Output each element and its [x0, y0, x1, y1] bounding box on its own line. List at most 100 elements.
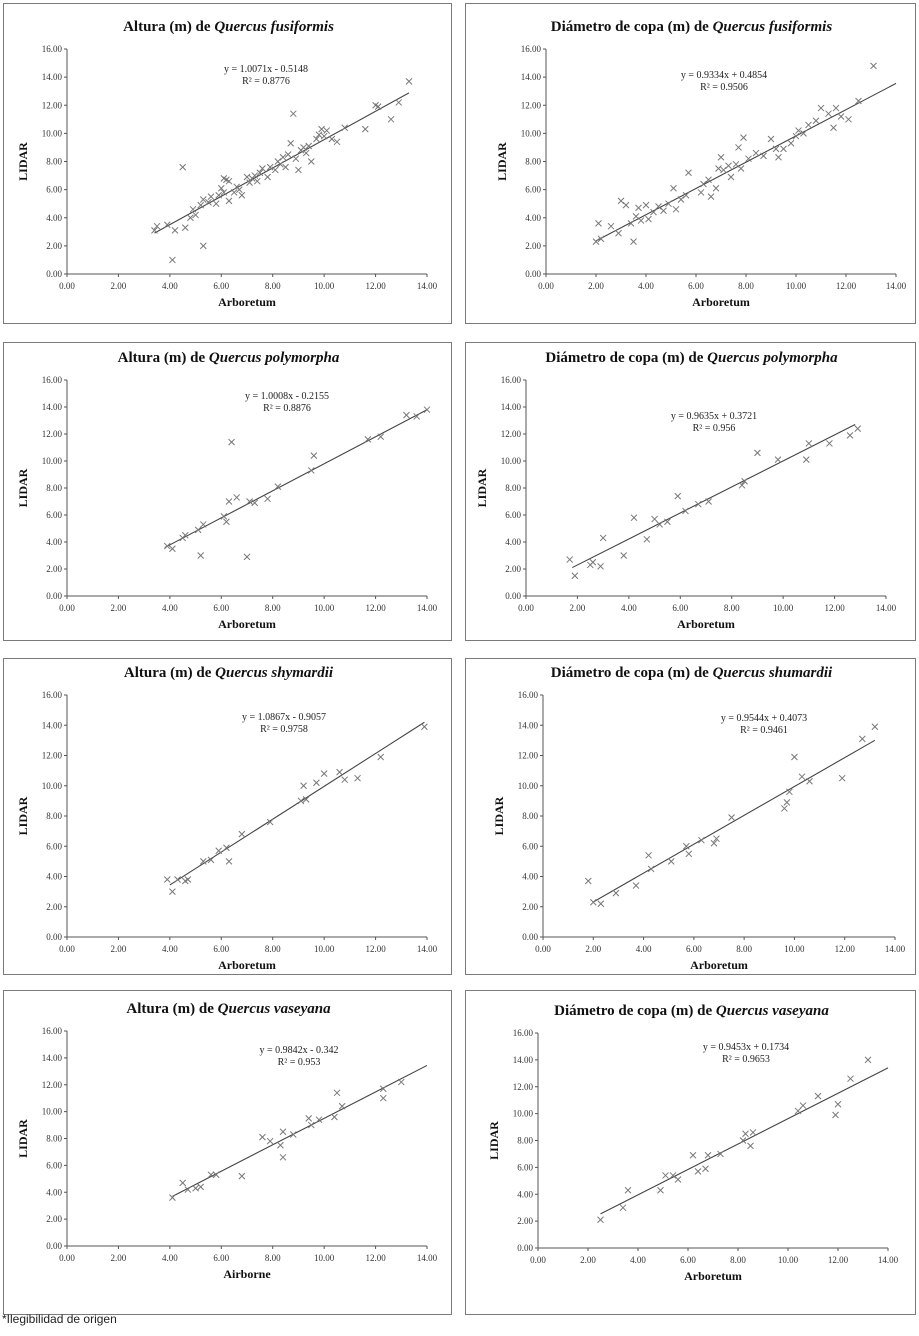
- data-point: [151, 227, 158, 234]
- data-point: [864, 1056, 872, 1064]
- x-tick-label: 6.00: [686, 944, 702, 954]
- trend-line: [593, 739, 876, 903]
- data-point: [620, 552, 628, 559]
- data-point: [783, 799, 791, 806]
- data-point: [630, 238, 637, 246]
- regression-equation: y = 1.0071x - 0.5148: [224, 64, 308, 75]
- x-tick-label: 14.00: [417, 603, 438, 613]
- data-point: [341, 124, 349, 132]
- x-axis-label: Arboretum: [218, 617, 276, 631]
- y-tick-label: 16.00: [501, 375, 522, 385]
- data-point: [333, 1089, 341, 1097]
- regression-equation: y = 1.0008x - 0.2155: [245, 391, 329, 402]
- data-point: [697, 189, 705, 196]
- chart-title-prefix: Diámetro de copa (m) de: [554, 1003, 716, 1019]
- scatter-chart-svg: Altura (m) de Quercus fusiformis 0.00 2.00…: [16, 19, 438, 309]
- y-tick-label: 4.00: [46, 213, 62, 223]
- chart-title: Altura (m) de Quercus polymorpha: [118, 350, 340, 366]
- data-point: [179, 163, 187, 171]
- y-tick-label: 10.00: [42, 456, 63, 466]
- data-point: [279, 1153, 287, 1161]
- data-point: [682, 507, 689, 515]
- data-point: [174, 876, 181, 883]
- y-tick-label: 12.00: [513, 1082, 534, 1092]
- x-tick-label: 10.00: [314, 281, 335, 291]
- x-tick-label: 2.00: [585, 944, 601, 954]
- data-point: [413, 413, 421, 420]
- data-point: [266, 1137, 274, 1145]
- data-point: [599, 534, 607, 542]
- y-tick-label: 8.00: [525, 157, 541, 167]
- y-tick-label: 8.00: [505, 483, 521, 493]
- chart-panel-altura-polymorpha: Altura (m) de Quercus polymorpha 0.00 2.00…: [3, 342, 452, 641]
- y-tick-label: 12.00: [42, 100, 63, 110]
- data-point: [215, 847, 223, 855]
- data-point: [737, 165, 745, 172]
- x-tick-label: 12.00: [836, 281, 857, 291]
- data-point: [215, 191, 223, 199]
- x-axis-label: Arboretum: [692, 295, 750, 309]
- data-point: [747, 1142, 754, 1150]
- data-point: [660, 207, 667, 215]
- data-point: [597, 562, 604, 570]
- x-tick-label: 2.00: [570, 603, 586, 613]
- data-point: [664, 518, 671, 526]
- data-point: [845, 115, 852, 123]
- data-point: [794, 1107, 802, 1115]
- data-point: [624, 1186, 632, 1194]
- y-tick-label: 8.00: [517, 1136, 533, 1146]
- chart-panel-diametro-fusiformis: Diámetro de copa (m) de Quercus fusiform…: [465, 3, 916, 324]
- y-tick-label: 2.00: [46, 241, 62, 251]
- x-tick-label: 0.00: [59, 603, 75, 613]
- data-point: [647, 865, 655, 873]
- x-tick-label: 6.00: [213, 603, 229, 613]
- data-point: [318, 125, 325, 133]
- y-tick-label: 14.00: [42, 72, 63, 82]
- data-point: [846, 431, 854, 439]
- chart-panel-altura-vaseyana: Altura (m) de Quercus vaseyana 0.00 2.00 4.…: [3, 990, 452, 1315]
- chart-panel-diametro-shumardii: Diámetro de copa (m) de Quercus shumardi…: [465, 658, 916, 975]
- data-point: [289, 1131, 297, 1138]
- data-point: [328, 135, 336, 143]
- data-point: [264, 495, 271, 503]
- y-axis-label: LIDAR: [16, 468, 30, 507]
- data-point: [266, 163, 274, 171]
- data-point: [847, 1075, 854, 1083]
- data-point: [259, 1133, 266, 1141]
- x-tick-label: 4.00: [162, 1253, 178, 1263]
- data-point: [749, 1129, 757, 1136]
- data-point: [259, 165, 266, 172]
- regression-equation: y = 0.9635x + 0.3721: [671, 411, 757, 422]
- x-tick-label: 0.00: [538, 281, 554, 291]
- data-point: [199, 858, 207, 865]
- data-point: [192, 1184, 199, 1192]
- x-tick-label: 4.00: [162, 281, 178, 291]
- x-axis-label: Airborne: [223, 1267, 271, 1281]
- data-point: [243, 553, 251, 561]
- data-point: [682, 842, 690, 850]
- data-point: [305, 1114, 313, 1122]
- data-point: [333, 138, 341, 146]
- x-tick-label: 10.00: [773, 603, 794, 613]
- data-point: [354, 774, 361, 782]
- data-point: [870, 62, 877, 70]
- x-tick-label: 8.00: [265, 944, 281, 954]
- y-tick-label: 0.00: [505, 591, 521, 601]
- data-point: [199, 242, 207, 250]
- r-squared: R² = 0.9461: [740, 725, 788, 736]
- y-tick-label: 16.00: [42, 375, 63, 385]
- r-squared: R² = 0.953: [278, 1057, 321, 1068]
- data-point: [707, 193, 715, 201]
- data-point: [775, 153, 782, 161]
- scatter-chart-svg: Diámetro de copa (m) de Quercus polymorp…: [475, 350, 897, 631]
- data-point: [645, 851, 652, 859]
- data-point: [246, 498, 253, 505]
- data-point: [307, 467, 315, 474]
- data-point: [284, 151, 292, 158]
- data-point: [377, 753, 385, 761]
- data-point: [767, 135, 775, 143]
- x-tick-label: 2.00: [111, 944, 127, 954]
- r-squared: R² = 0.956: [693, 423, 736, 434]
- x-tick-label: 12.00: [828, 1255, 849, 1265]
- y-tick-label: 0.00: [517, 1243, 533, 1253]
